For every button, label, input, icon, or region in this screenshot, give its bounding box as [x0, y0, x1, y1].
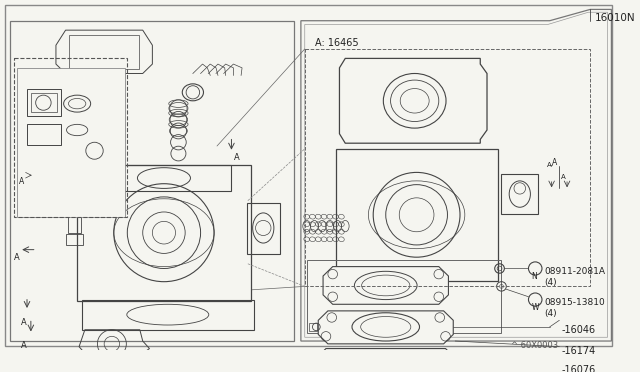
Text: N: N: [531, 272, 537, 281]
Bar: [67, 212, 81, 233]
Text: 16010N: 16010N: [595, 13, 636, 23]
Bar: [77, 165, 251, 301]
Polygon shape: [323, 267, 449, 304]
Bar: [308, 323, 317, 331]
Polygon shape: [318, 311, 453, 344]
Text: -16174: -16174: [561, 346, 595, 356]
Bar: [13, 58, 127, 217]
Text: (4): (4): [544, 309, 557, 318]
Text: A: A: [21, 341, 27, 350]
Text: 08911-2081A: 08911-2081A: [544, 267, 605, 276]
Bar: [27, 124, 61, 145]
Bar: [17, 68, 125, 217]
Polygon shape: [301, 9, 611, 341]
Bar: [31, 93, 57, 112]
Bar: [27, 90, 61, 116]
Text: A-: A-: [547, 162, 554, 168]
Text: A: A: [21, 318, 27, 327]
Bar: [82, 299, 253, 330]
Text: W: W: [531, 303, 539, 312]
Text: -16076: -16076: [561, 365, 595, 372]
Text: A: A: [234, 153, 240, 161]
Text: A: A: [19, 177, 24, 186]
Text: A: A: [561, 174, 566, 180]
Bar: [65, 234, 83, 245]
Text: -16046: -16046: [561, 325, 595, 335]
Text: (4): (4): [544, 278, 557, 287]
Bar: [335, 149, 498, 281]
Bar: [97, 165, 232, 191]
Bar: [69, 35, 139, 69]
Text: A: 16465: A: 16465: [316, 38, 359, 48]
Text: A: A: [552, 158, 557, 167]
Text: 08915-13810: 08915-13810: [544, 298, 605, 307]
Polygon shape: [339, 58, 487, 143]
Bar: [10, 21, 294, 341]
Bar: [502, 174, 538, 214]
Text: ^ 60X0003: ^ 60X0003: [511, 341, 558, 350]
Bar: [247, 202, 280, 254]
Polygon shape: [316, 349, 455, 372]
Text: A: A: [13, 253, 19, 262]
Bar: [305, 49, 590, 286]
Bar: [307, 260, 502, 333]
